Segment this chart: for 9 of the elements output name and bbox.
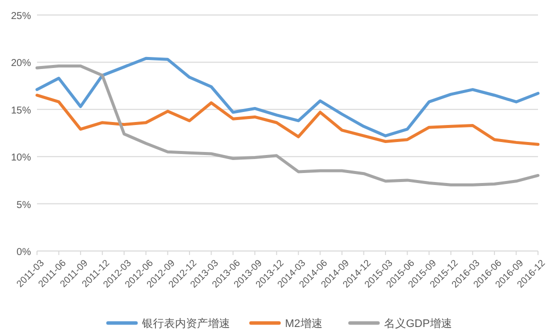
legend-label: 银行表内资产增速 [141,317,230,330]
legend-label: M2增速 [285,317,322,330]
legend-label: 名义GDP增速 [384,317,452,330]
y-tick-label: 20% [10,58,32,70]
y-tick-label: 5% [16,200,32,211]
y-tick-label: 25% [10,11,32,22]
y-tick-label: 10% [10,152,32,164]
y-tick-label: 15% [10,105,32,116]
y-tick-label: 0% [16,247,32,258]
